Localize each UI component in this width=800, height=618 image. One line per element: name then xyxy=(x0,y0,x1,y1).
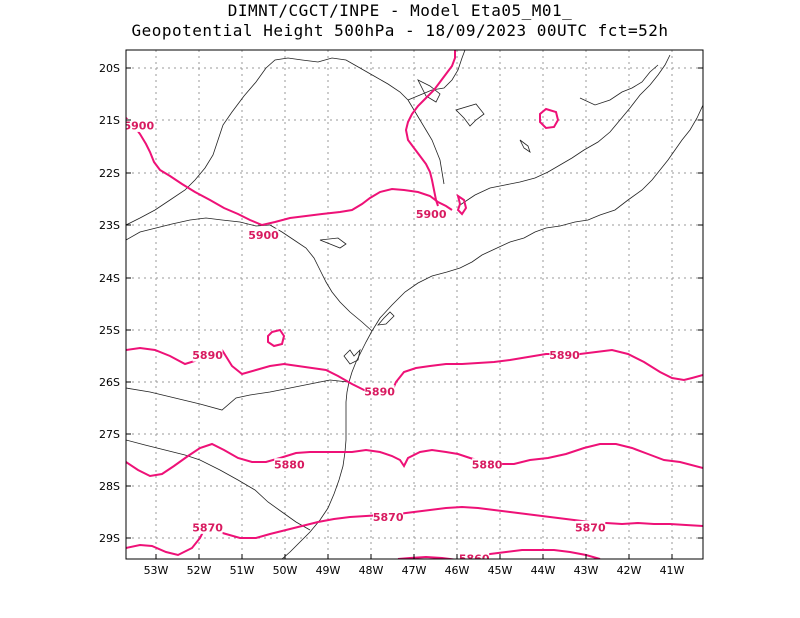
coast-south xyxy=(281,330,373,559)
lat-label: 22S xyxy=(99,167,120,180)
reservoir-2 xyxy=(417,79,441,103)
contour-label-bg xyxy=(364,385,395,399)
contour-label: 5880 xyxy=(274,459,305,472)
lat-label: 24S xyxy=(99,272,120,285)
lon-label: 49W xyxy=(316,564,341,577)
reservoir-3 xyxy=(319,237,347,249)
contour-label: 5890 xyxy=(364,386,395,399)
contour-label-bg xyxy=(274,458,305,472)
lat-label: 23S xyxy=(99,219,120,232)
contour-label-bg xyxy=(459,552,490,559)
contour-label: 5890 xyxy=(192,349,223,362)
reservoir-4 xyxy=(519,139,531,153)
reservoir-1 xyxy=(455,103,485,127)
contour-label-bg xyxy=(416,207,447,221)
contour-5900-west xyxy=(126,117,453,227)
chart-title-line1: DIMNT/CGCT/INPE - Model Eta05_M01_ xyxy=(227,1,573,20)
contour-5880 xyxy=(126,442,703,478)
chart-title-line2: Geopotential Height 500hPa - 18/09/2023 … xyxy=(131,21,669,40)
contour-label: 5870 xyxy=(373,511,404,524)
contour-label: 5900 xyxy=(416,208,447,221)
lat-labels: 20S 21S 22S 23S 24S 25S 26S 27S 28S 29S xyxy=(99,62,120,545)
state-border-mg-es xyxy=(579,64,659,106)
lon-label: 50W xyxy=(273,564,298,577)
contour-label: 5870 xyxy=(192,521,223,534)
contour-label-bg xyxy=(192,348,223,362)
atlantic-coastline xyxy=(371,104,703,332)
lat-label: 26S xyxy=(99,376,120,389)
lon-label: 51W xyxy=(230,564,255,577)
coastline-borders xyxy=(126,50,703,559)
river-grande xyxy=(407,99,445,185)
contour-label: 5860 xyxy=(459,553,490,566)
contour-label: 5900 xyxy=(248,229,279,242)
tick-marks xyxy=(126,67,703,559)
lat-label: 21S xyxy=(99,114,120,127)
contour-label: 5880 xyxy=(472,459,503,472)
state-border-sp-pr xyxy=(269,224,373,332)
contour-5900-small-loop xyxy=(456,193,468,216)
lon-label: 52W xyxy=(187,564,212,577)
contour-labels: 5900 5900 5900 5890 5890 5890 5880 5880 5870 5870… xyxy=(123,118,606,566)
state-border-sp-mg xyxy=(126,57,409,226)
state-border-mg-rj xyxy=(407,50,466,101)
contour-label: 5900 xyxy=(123,119,154,132)
state-border-rj xyxy=(459,54,671,206)
lat-label: 27S xyxy=(99,428,120,441)
border-sp-north xyxy=(126,217,271,241)
state-border-pr-sc xyxy=(126,379,349,411)
lat-label: 29S xyxy=(99,532,120,545)
lat-label: 28S xyxy=(99,480,120,493)
contour-label-bg xyxy=(549,348,580,362)
contour-label-bg xyxy=(575,520,606,534)
contour-label-bg xyxy=(126,118,154,132)
contour-5900-river xyxy=(404,50,456,207)
contour-label-bg xyxy=(373,510,404,524)
coast-bay xyxy=(343,348,361,365)
lat-label: 25S xyxy=(99,324,120,337)
lon-label: 45W xyxy=(488,564,513,577)
contour-5890-loop xyxy=(267,328,286,348)
contour-label: 5890 xyxy=(549,349,580,362)
coast-islands xyxy=(377,311,395,326)
lon-label: 42W xyxy=(617,564,642,577)
contour-label-bg xyxy=(248,228,279,242)
contour-label: 5870 xyxy=(575,521,606,534)
contour-label-bg xyxy=(472,458,503,472)
state-border-sc-rs xyxy=(126,439,311,531)
lon-label: 53W xyxy=(144,564,169,577)
grid xyxy=(126,50,703,559)
lon-label: 43W xyxy=(574,564,599,577)
lat-label: 20S xyxy=(99,62,120,75)
lon-label: 41W xyxy=(660,564,685,577)
lon-label: 47W xyxy=(402,564,427,577)
contour-5860 xyxy=(397,549,601,559)
lon-labels: 53W 52W 51W 50W 49W 48W 47W 46W 45W 44W … xyxy=(144,564,685,577)
contour-label-bg xyxy=(192,520,223,534)
lon-label: 44W xyxy=(531,564,556,577)
lon-label: 48W xyxy=(359,564,384,577)
contour-5900-ne-loop xyxy=(539,107,560,130)
lon-label: 46W xyxy=(445,564,470,577)
